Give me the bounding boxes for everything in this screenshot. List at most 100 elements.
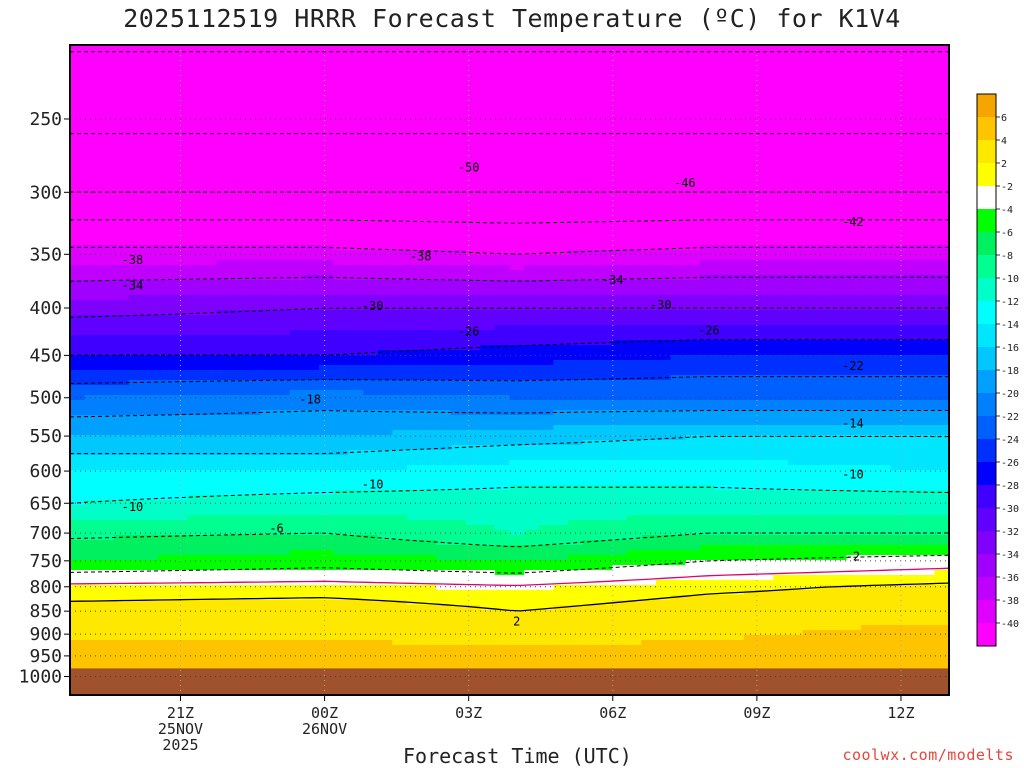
- temperature-band: [597, 520, 613, 541]
- temperature-band: [802, 515, 818, 536]
- temperature-band: [289, 515, 305, 536]
- temperature-band: [436, 430, 452, 451]
- temperature-band: [465, 330, 481, 351]
- temperature-band: [670, 325, 686, 341]
- legend-label: -12: [1001, 297, 1019, 308]
- temperature-band: [377, 555, 393, 571]
- temperature-band: [84, 540, 100, 561]
- temperature-band: [333, 380, 349, 391]
- temperature-band: [568, 325, 584, 346]
- temperature-band: [538, 415, 555, 431]
- temperature-band: [597, 310, 613, 326]
- temperature-band: [157, 555, 174, 571]
- temperature-band: [289, 470, 305, 496]
- x-axis-label: Forecast Time (UTC): [403, 744, 632, 768]
- temperature-band: [626, 265, 642, 281]
- temperature-band: [890, 325, 906, 341]
- temperature-band: [714, 400, 730, 411]
- temperature-band: [538, 255, 555, 266]
- temperature-band: [846, 295, 862, 311]
- temperature-band: [216, 280, 232, 296]
- temperature-band: [656, 325, 672, 341]
- temperature-band: [231, 495, 247, 516]
- legend-label: -22: [1001, 412, 1019, 423]
- temperature-band: [231, 600, 247, 641]
- temperature-band: [348, 535, 364, 556]
- temperature-band: [524, 400, 540, 416]
- temperature-band: [817, 535, 833, 546]
- temperature-band: [245, 355, 262, 371]
- temperature-band: [421, 645, 437, 676]
- temperature-band: [597, 325, 613, 346]
- temperature-band: [582, 410, 598, 426]
- temperature-band: [363, 355, 379, 366]
- temperature-band: [597, 645, 613, 676]
- temperature-band: [817, 355, 833, 376]
- temperature-band: [905, 355, 921, 376]
- temperature-band: [626, 645, 642, 676]
- temperature-band: [758, 545, 774, 561]
- temperature-band: [99, 455, 115, 471]
- temperature-band: [392, 515, 408, 541]
- temperature-band: [113, 335, 130, 356]
- temperature-band: [289, 245, 305, 261]
- temperature-band: [157, 520, 174, 536]
- temperature-band: [187, 515, 203, 536]
- temperature-band: [289, 535, 305, 551]
- temperature-band: [128, 335, 144, 356]
- temperature-band: [714, 515, 730, 536]
- temperature-band: [802, 340, 818, 356]
- temperature-band: [392, 645, 408, 676]
- temperature-band: [231, 280, 247, 296]
- temperature-band: [113, 600, 130, 641]
- temperature-band: [201, 335, 218, 356]
- y-tick-label: 250: [29, 109, 62, 130]
- temperature-band: [348, 280, 364, 296]
- x-tick-label: 26NOV: [302, 720, 347, 738]
- temperature-band: [216, 295, 232, 311]
- temperature-band: [699, 535, 716, 546]
- temperature-band: [363, 265, 379, 281]
- temperature-band: [319, 330, 335, 356]
- temperature-band: [524, 460, 540, 486]
- temperature-band: [538, 400, 555, 416]
- temperature-band: [524, 45, 540, 256]
- temperature-band: [406, 605, 423, 646]
- temperature-band: [582, 345, 598, 361]
- temperature-band: [568, 645, 584, 676]
- temperature-band: [128, 535, 144, 561]
- color-legend: 6 4 2 -2 -4 -6 -8 -10 -12 -14 -16 -18 -20 -22 -24 -26 -2…: [976, 93, 1019, 647]
- contour-label: -10: [122, 500, 144, 514]
- legend-label: 6: [1001, 113, 1007, 124]
- temperature-band: [143, 585, 159, 601]
- temperature-band: [905, 470, 921, 491]
- temperature-band: [831, 630, 848, 676]
- temperature-band: [128, 245, 144, 266]
- temperature-band: [641, 340, 657, 361]
- temperature-band: [157, 370, 174, 381]
- temperature-band: [245, 380, 262, 396]
- temperature-band: [245, 370, 262, 381]
- temperature-band: [216, 415, 232, 436]
- temperature-band: [612, 565, 628, 586]
- temperature-band: [187, 470, 203, 496]
- legend-label: -32: [1001, 527, 1019, 538]
- temperature-band: [729, 490, 745, 516]
- temperature-band: [787, 340, 804, 356]
- temperature-band: [568, 280, 584, 296]
- temperature-band: [919, 575, 935, 586]
- temperature-band: [377, 350, 393, 366]
- temperature-band: [699, 595, 716, 641]
- temperature-band: [919, 410, 935, 426]
- temperature-band: [524, 485, 540, 531]
- y-tick-label: 800: [29, 577, 62, 598]
- temperature-band: [568, 345, 584, 361]
- temperature-band: [348, 265, 364, 281]
- temperature-band: [905, 295, 921, 311]
- temperature-band: [143, 520, 159, 536]
- temperature-band: [363, 295, 379, 311]
- temperature-band: [84, 265, 100, 281]
- temperature-band: [773, 635, 789, 676]
- temperature-band: [641, 565, 657, 586]
- temperature-band: [875, 45, 891, 246]
